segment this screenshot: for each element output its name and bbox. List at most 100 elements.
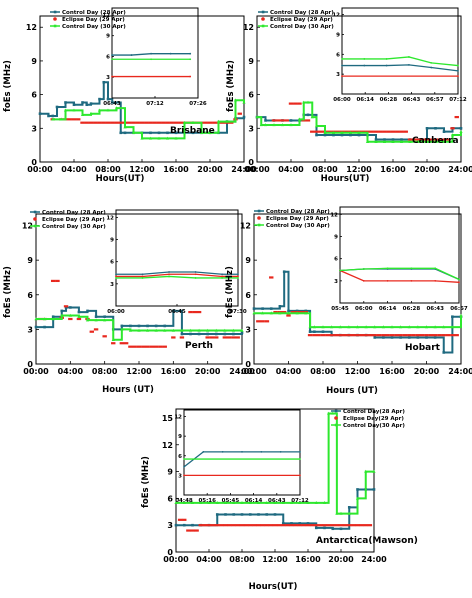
data-point [339,511,343,515]
data-point [256,320,261,323]
inset-data-point [150,52,152,55]
data-point [139,121,145,124]
inset-data-point [299,474,301,477]
inset-data-point [141,273,144,276]
data-point [363,524,368,527]
y-axis-title: foEs (MHz) [3,266,13,318]
y-tick-label: 6 [31,91,37,100]
legend-label: Control Day (30 Apr) [270,24,334,30]
data-point [289,119,293,122]
data-point [340,131,344,134]
data-point [171,328,175,332]
data-point [306,100,310,104]
inset-frame [115,209,239,307]
data-point [190,529,195,532]
data-point [180,328,184,332]
data-point [289,524,294,527]
data-point [312,325,316,329]
data-point [242,100,246,104]
data-point [141,345,146,348]
data-point [178,121,183,124]
data-point [335,511,339,515]
legend-label: Control Day (28 Apr) [266,209,330,215]
data-point [321,325,325,329]
legend-marker [334,416,338,420]
y-tick-label: 0 [167,548,173,557]
inset-data-point [115,273,117,276]
data-point [188,328,193,332]
x-tick-label: 16:00 [161,367,187,376]
inset-x-tick-label: 06:43 [103,101,121,107]
inset-data-point [168,273,170,276]
data-point [314,130,319,133]
data-point [252,524,257,527]
data-point [305,119,311,122]
panel-hobart: 00:00 04:00 08:00 12:00 16:00 20:00 24:0003691… [225,206,472,396]
x-axis-title: Hours(UT) [96,174,145,184]
inset-frame [111,7,199,99]
x-tick-label: 00:00 [27,165,53,174]
data-point [312,334,317,337]
inset-x-tick-label: 06:00 [355,306,373,312]
data-point [157,136,161,140]
legend-marker [33,210,37,214]
inset-y-tick-label: 3 [106,75,110,81]
data-point [342,334,347,337]
inset-series-line [116,275,238,279]
inset-x-tick-label: 05:16 [198,498,216,504]
y-tick-label: 3 [245,325,251,334]
data-point [403,130,408,133]
series-line [254,312,462,329]
data-point [374,139,378,143]
data-point [132,345,137,348]
data-point [307,334,313,337]
data-point [302,100,306,104]
data-point [261,307,264,310]
data-point [330,325,334,329]
series-2 [271,102,459,141]
station-label: Antarctica(Mawson) [316,536,418,546]
data-point [331,411,335,415]
data-point [149,131,152,135]
data-point [50,279,56,283]
data-point [59,117,63,121]
data-point [128,345,133,348]
data-point [399,336,402,339]
data-point [102,335,107,338]
data-point [264,119,267,122]
data-point [76,118,81,121]
series-2 [38,279,240,348]
y-tick-label: 6 [245,291,251,300]
station-label: Perth [185,341,213,351]
inset-x-tick-label: 07:26 [189,101,207,107]
x-tick-label: 04:00 [278,165,304,174]
inset-y-tick-label: 3 [334,279,338,285]
data-point [123,342,129,345]
inset-frame [341,7,459,95]
legend-marker [257,223,261,227]
data-point [348,131,353,134]
data-point [407,334,412,337]
data-point [338,334,343,337]
inset-chart: 3 6 9 12 06:00 06:45 07:30 [106,209,247,315]
x-tick-label: 04:00 [58,367,84,376]
data-point [120,327,124,331]
data-point [333,334,339,337]
data-point [103,315,106,318]
data-point [174,501,178,505]
inset-data-point [141,277,144,279]
inset-y-tick-label: 12 [330,212,338,218]
x-tick-label: 16:00 [379,367,405,376]
data-point [268,524,274,527]
inset-data-point [150,58,152,61]
data-point [157,131,161,135]
data-point [210,524,216,527]
data-point [196,310,202,314]
data-point [205,336,210,339]
x-tick-label: 16:00 [295,555,321,564]
y-tick-label: 6 [167,494,173,503]
x-tick-label: 12:00 [129,165,155,174]
data-point [43,325,46,329]
series-3 [252,311,463,329]
data-point [368,334,373,337]
